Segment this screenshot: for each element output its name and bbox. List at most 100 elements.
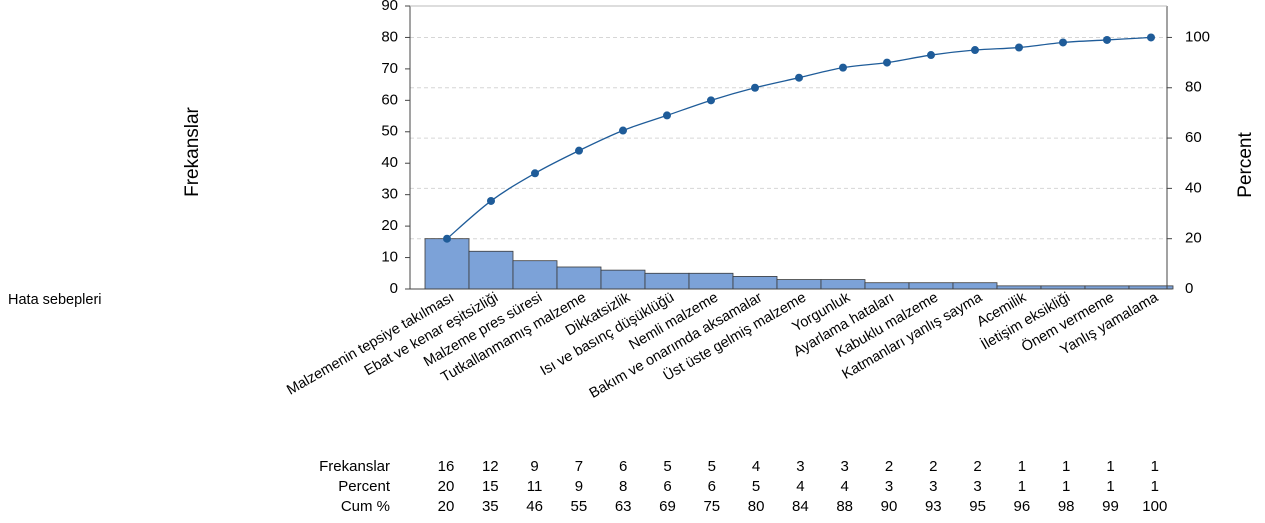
table-cell: 3 (973, 478, 981, 495)
left-tick-label: 20 (381, 217, 398, 234)
table-cell: 5 (663, 458, 671, 475)
table-cell: 12 (482, 458, 499, 475)
left-tick-label: 50 (381, 123, 398, 140)
table-cell: 4 (752, 458, 760, 475)
table-cell: 3 (841, 458, 849, 475)
table-cell: 6 (663, 478, 671, 495)
table-cell: 20 (438, 478, 455, 495)
table-cell: 1 (1018, 458, 1026, 475)
table-cell: 1 (1106, 478, 1114, 495)
right-tick-label: 20 (1185, 230, 1202, 247)
bar (469, 251, 513, 289)
cumulative-point (1015, 44, 1023, 52)
bar (557, 267, 601, 289)
right-tick-label: 60 (1185, 129, 1202, 146)
cumulative-point (707, 96, 715, 104)
table-cell: 1 (1062, 478, 1070, 495)
category-axis-label: Hata sebepleri (8, 292, 102, 308)
category-label: Malzemenin tepsiye takılması (284, 290, 457, 399)
table-cell: 5 (708, 458, 716, 475)
bar (425, 239, 469, 289)
table-cell: 80 (748, 498, 765, 515)
gridlines (410, 37, 1167, 238)
table-cell: 35 (482, 498, 499, 515)
table-cell: 3 (885, 478, 893, 495)
bar (953, 283, 997, 289)
table-cell: 2 (885, 458, 893, 475)
left-tick-label: 70 (381, 60, 398, 77)
y-right-label: Percent (1235, 132, 1256, 198)
cumulative-point (839, 64, 847, 72)
table-cell: 1 (1018, 478, 1026, 495)
right-tick-label: 80 (1185, 79, 1202, 96)
left-y-ticks: 0 10 20 30 40 50 60 70 80 90 (381, 0, 410, 297)
right-tick-label: 100 (1185, 28, 1210, 45)
left-tick-label: 10 (381, 249, 398, 266)
cumulative-point (883, 59, 891, 67)
bar (513, 261, 557, 289)
table-cell: 69 (659, 498, 676, 515)
table-cell: 1 (1151, 478, 1159, 495)
table-row-label: Frekanslar (319, 458, 390, 475)
table-cell: 98 (1058, 498, 1075, 515)
table-cell: 1 (1062, 458, 1070, 475)
table-cell: 9 (530, 458, 538, 475)
table-cell: 2 (973, 458, 981, 475)
table-cell: 63 (615, 498, 632, 515)
left-tick-label: 0 (390, 280, 398, 297)
table-cell: 8 (619, 478, 627, 495)
right-tick-label: 0 (1185, 280, 1193, 297)
table-cell: 2 (929, 458, 937, 475)
right-tick-label: 40 (1185, 179, 1202, 196)
cumulative-point (531, 169, 539, 177)
table-cell: 6 (619, 458, 627, 475)
bar (777, 280, 821, 289)
table-cell: 16 (438, 458, 455, 475)
table-cell: 96 (1014, 498, 1031, 515)
bar (689, 273, 733, 289)
table-cell: 84 (792, 498, 809, 515)
table-cell: 6 (708, 478, 716, 495)
cumulative-point (487, 197, 495, 205)
bar (645, 273, 689, 289)
left-tick-label: 60 (381, 91, 398, 108)
left-tick-label: 90 (381, 0, 398, 14)
bar (733, 276, 777, 289)
table-cell: 5 (752, 478, 760, 495)
table-cell: 4 (796, 478, 804, 495)
cumulative-point (1147, 33, 1155, 41)
cumulative-point (795, 74, 803, 82)
table-cell: 88 (836, 498, 853, 515)
cumulative-point (927, 51, 935, 59)
cumulative-point (751, 84, 759, 92)
cumulative-point (971, 46, 979, 54)
left-tick-label: 40 (381, 154, 398, 171)
table-cell: 1 (1151, 458, 1159, 475)
cumulative-point (575, 147, 583, 155)
table-cell: 90 (881, 498, 898, 515)
table-cell: 55 (571, 498, 588, 515)
bar (909, 283, 953, 289)
cumulative-point (1103, 36, 1111, 44)
table-cell: 3 (929, 478, 937, 495)
table-cell: 15 (482, 478, 499, 495)
table-cell: 9 (575, 478, 583, 495)
cumulative-point (1059, 38, 1067, 46)
table-cell: 7 (575, 458, 583, 475)
table-cell: 11 (527, 478, 543, 495)
cumulative-point (663, 111, 671, 119)
bars (425, 239, 1173, 289)
left-tick-label: 80 (381, 28, 398, 45)
y-left-label: Frekanslar (182, 106, 203, 196)
axes (410, 6, 1167, 289)
bar (821, 280, 865, 289)
table-cell: 20 (438, 498, 455, 515)
table-cell: 93 (925, 498, 942, 515)
cumulative-point (443, 235, 451, 243)
table-cell: 3 (796, 458, 804, 475)
table-cell: 95 (969, 498, 986, 515)
right-y-ticks: 0 20 40 60 80 100 (1167, 28, 1210, 297)
table-cell: 99 (1102, 498, 1119, 515)
